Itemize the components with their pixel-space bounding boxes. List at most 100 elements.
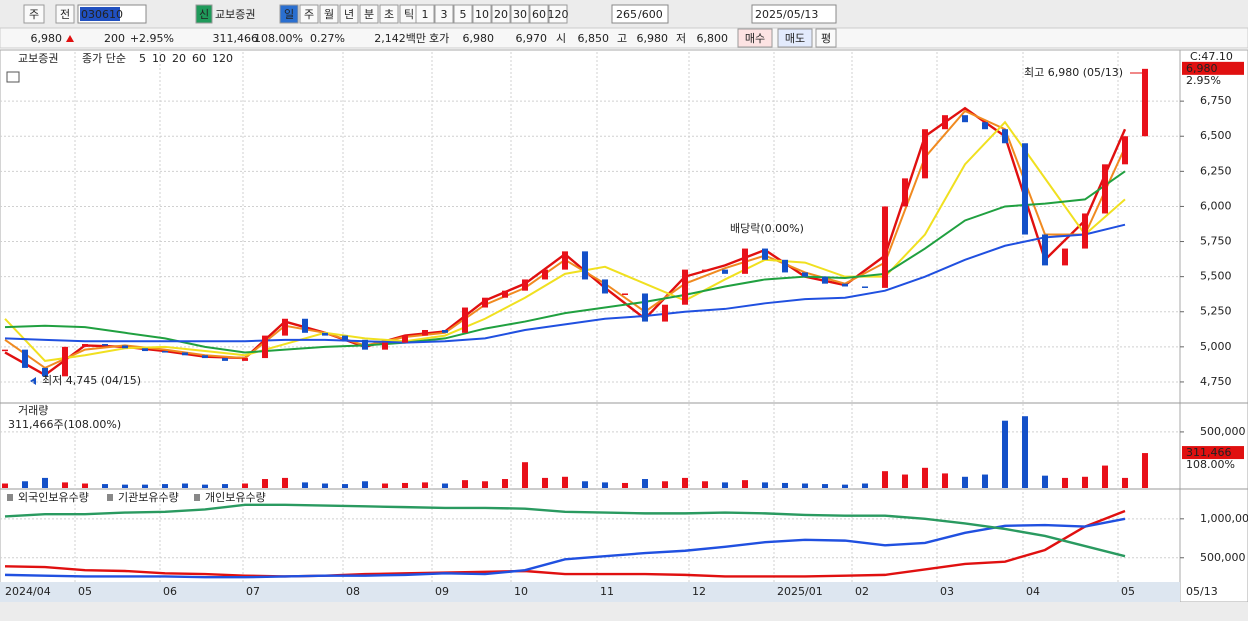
volume-bar — [22, 481, 28, 488]
holding-line — [4, 517, 1126, 579]
interval: 120 — [548, 8, 569, 21]
candle — [962, 115, 968, 123]
period: 일 — [284, 7, 294, 21]
volume-bar — [862, 483, 868, 488]
avg-button-box[interactable] — [815, 28, 837, 48]
period-box[interactable] — [319, 4, 339, 24]
candle — [262, 335, 268, 359]
volume-bar — [582, 481, 588, 488]
volume-bar — [882, 471, 888, 488]
volume-bar — [82, 483, 88, 488]
prev-box[interactable] — [55, 4, 75, 24]
table-icon[interactable] — [6, 71, 20, 83]
interval: 3 — [441, 8, 448, 21]
candle — [562, 251, 568, 270]
interval-box[interactable] — [491, 4, 511, 24]
stock-name: 교보증권 — [215, 8, 255, 21]
info-quote-label: 호가 — [429, 32, 449, 45]
candle — [2, 349, 8, 352]
volume-bar — [1102, 465, 1108, 488]
volume-bar — [142, 484, 148, 488]
volume-bar — [822, 484, 828, 488]
legend-entry: 5 — [139, 52, 146, 65]
candle — [822, 276, 828, 284]
price-tag-label: 6,980 — [1186, 62, 1218, 75]
period-box[interactable] — [359, 4, 379, 24]
volume-bar — [382, 483, 388, 488]
interval-box[interactable] — [453, 4, 473, 24]
interval: 60 — [532, 8, 546, 21]
volume-bar — [662, 481, 668, 488]
period-box[interactable] — [279, 4, 299, 24]
candle — [762, 248, 768, 260]
volume-bar — [562, 476, 568, 488]
legend-swatch — [194, 494, 200, 501]
volume-bar — [302, 482, 308, 488]
holding-line — [4, 503, 1126, 558]
volume-bar — [162, 484, 168, 488]
interval-box[interactable] — [510, 4, 530, 24]
date-label: 11 — [600, 585, 614, 598]
volume-bar — [642, 479, 648, 488]
interval-box[interactable] — [529, 4, 549, 24]
volume-bar — [1002, 420, 1008, 488]
info-low: 6,800 — [697, 32, 729, 45]
volume-bar — [202, 484, 208, 488]
volume-bar — [42, 477, 48, 488]
interval-box[interactable] — [434, 4, 454, 24]
volume-bar — [362, 481, 368, 488]
info-amount: 2,142백만 — [374, 32, 426, 45]
y-tick-label: 6,500 — [1200, 129, 1232, 142]
candle — [22, 349, 28, 368]
volume-bar — [122, 484, 128, 488]
candle — [582, 251, 588, 280]
code-highlight — [80, 7, 120, 21]
info-change: 200 — [104, 32, 125, 45]
volume-bar — [402, 482, 408, 488]
interval-box[interactable] — [415, 4, 435, 24]
info-turnover: 0.27% — [310, 32, 345, 45]
period-box[interactable] — [379, 4, 399, 24]
interval: 30 — [513, 8, 527, 21]
scroll-bar[interactable] — [0, 602, 1248, 621]
volume-bar — [1022, 416, 1028, 488]
period: 년 — [344, 8, 354, 21]
volume-bar — [242, 483, 248, 488]
count-box[interactable] — [611, 4, 669, 24]
volume-bar — [182, 483, 188, 488]
low-annotation: 최저 4,745 (04/15) — [42, 374, 141, 387]
y-tick-label: 1,000,000 — [1200, 512, 1248, 525]
period: 월 — [324, 8, 334, 21]
period-box[interactable] — [339, 4, 359, 24]
candle — [142, 348, 148, 352]
sell-button-box[interactable] — [777, 28, 813, 48]
period-box[interactable] — [299, 4, 319, 24]
y-tick-label: 5,250 — [1200, 305, 1232, 318]
new-badge-box[interactable] — [195, 4, 213, 24]
candle — [502, 290, 508, 298]
date-box[interactable] — [751, 4, 837, 24]
interval-box[interactable] — [472, 4, 492, 24]
volume-bar — [502, 479, 508, 488]
candle — [602, 279, 608, 294]
volume-bar — [262, 479, 268, 488]
date-label: 02 — [855, 585, 869, 598]
candle — [102, 344, 108, 346]
volume-bar — [342, 484, 348, 488]
date-label: 07 — [246, 585, 260, 598]
volume-bar — [1062, 477, 1068, 488]
volume-bar — [982, 474, 988, 488]
volume-bar — [782, 482, 788, 488]
buy-button-box[interactable] — [737, 28, 773, 48]
y-tick-label: 6,250 — [1200, 164, 1232, 177]
market-box[interactable] — [23, 4, 45, 24]
period: 틱 — [404, 8, 414, 21]
period: 초 — [384, 8, 394, 21]
volume-tag — [1182, 446, 1244, 460]
candle — [282, 318, 288, 336]
info-volume-pct: 108.00% — [254, 32, 303, 45]
interval-box[interactable] — [548, 4, 568, 24]
info-volume: 311,466 — [213, 32, 259, 45]
date-label: 08 — [346, 585, 360, 598]
